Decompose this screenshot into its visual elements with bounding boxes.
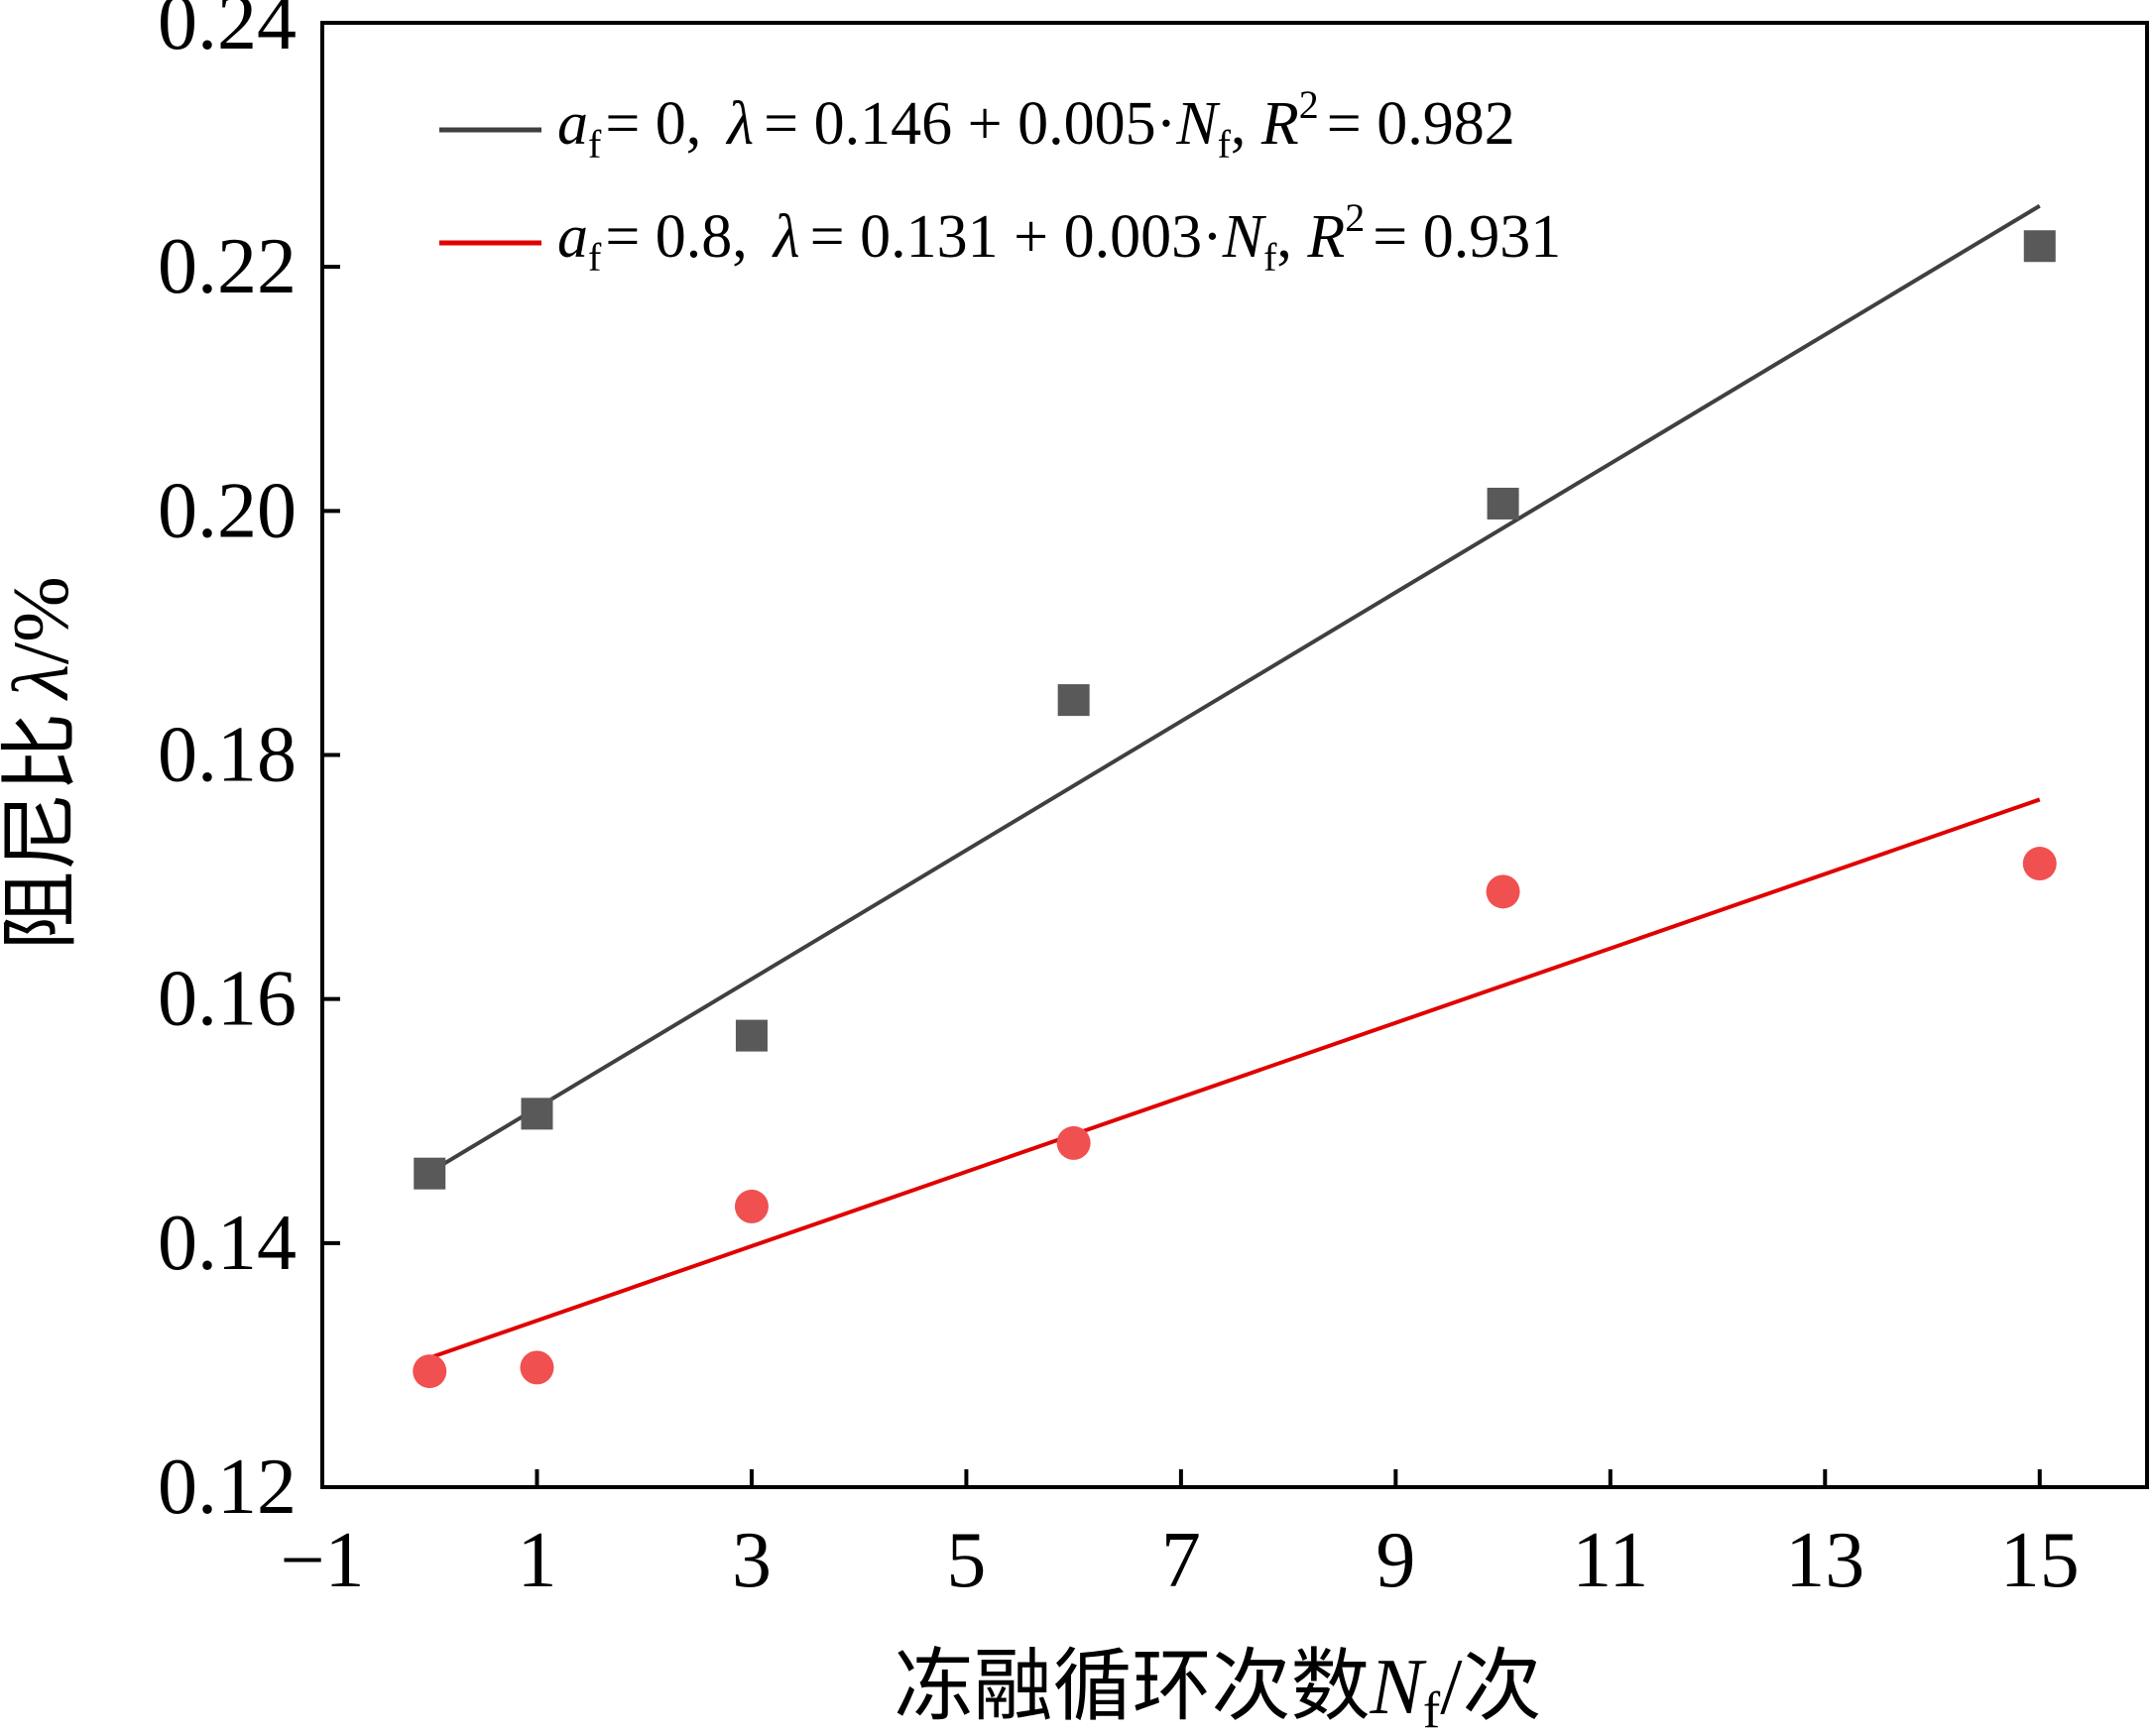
fit-line-series-0 — [428, 203, 2041, 1175]
data-point-series-1 — [1486, 874, 1520, 909]
x-axis-symbol: N — [1370, 1644, 1428, 1731]
x-tick-label: 11 — [1572, 1517, 1648, 1604]
data-point-series-1 — [734, 1189, 769, 1223]
x-axis-unit: /次 — [1440, 1644, 1541, 1731]
data-point-series-0 — [521, 1098, 553, 1130]
x-tick-label: 13 — [1785, 1517, 1864, 1604]
y-tick-label: 0.24 — [158, 0, 297, 66]
data-point-series-0 — [735, 1019, 768, 1052]
x-axis-symbol-sub: f — [1423, 1682, 1441, 1736]
y-axis-unit: /% — [0, 576, 85, 664]
y-tick-label: 0.16 — [158, 956, 297, 1043]
data-point-series-0 — [2023, 230, 2056, 263]
data-point-series-0 — [1487, 487, 1519, 520]
y-axis-label: 阻尼比 — [0, 713, 85, 951]
data-point-series-0 — [414, 1157, 446, 1190]
data-point-series-1 — [2022, 847, 2057, 881]
y-tick-label: 0.18 — [158, 712, 297, 799]
fit-line-series-1 — [428, 797, 2041, 1360]
x-tick-label: 1 — [517, 1517, 556, 1604]
legend: af= 0, λ = 0.146 + 0.005·Nf, R2 = 0.982 af=… — [439, 82, 1561, 280]
legend-label-series-1: af= 0.8, λ = 0.131 + 0.003·Nf, R2 = 0.931 — [557, 195, 1561, 280]
y-axis-symbol: λ — [0, 664, 85, 701]
x-tick-label: 7 — [1161, 1517, 1201, 1604]
x-tick-label: 9 — [1376, 1517, 1415, 1604]
x-tick-label: 5 — [946, 1517, 986, 1604]
x-axis-title: 冻融循环次数Nf/次 — [895, 1644, 1542, 1736]
y-tick-label: 0.22 — [158, 223, 297, 310]
data-point-series-0 — [1057, 684, 1090, 717]
y-axis-title: 阻尼比 λ/% — [0, 576, 85, 951]
x-axis-label: 冻融循环次数 — [895, 1644, 1371, 1731]
x-tick-label: −1 — [280, 1517, 364, 1604]
x-tick-label: 3 — [732, 1517, 772, 1604]
y-tick-label: 0.20 — [158, 467, 297, 554]
data-point-series-1 — [1056, 1125, 1091, 1160]
y-tick-label: 0.14 — [158, 1200, 297, 1287]
y-tick-label: 0.12 — [158, 1444, 297, 1531]
data-point-series-1 — [413, 1354, 447, 1389]
data-point-series-1 — [520, 1350, 554, 1385]
legend-label-series-0: af= 0, λ = 0.146 + 0.005·Nf, R2 = 0.982 — [557, 82, 1515, 167]
x-tick-label: 15 — [2000, 1517, 2080, 1604]
